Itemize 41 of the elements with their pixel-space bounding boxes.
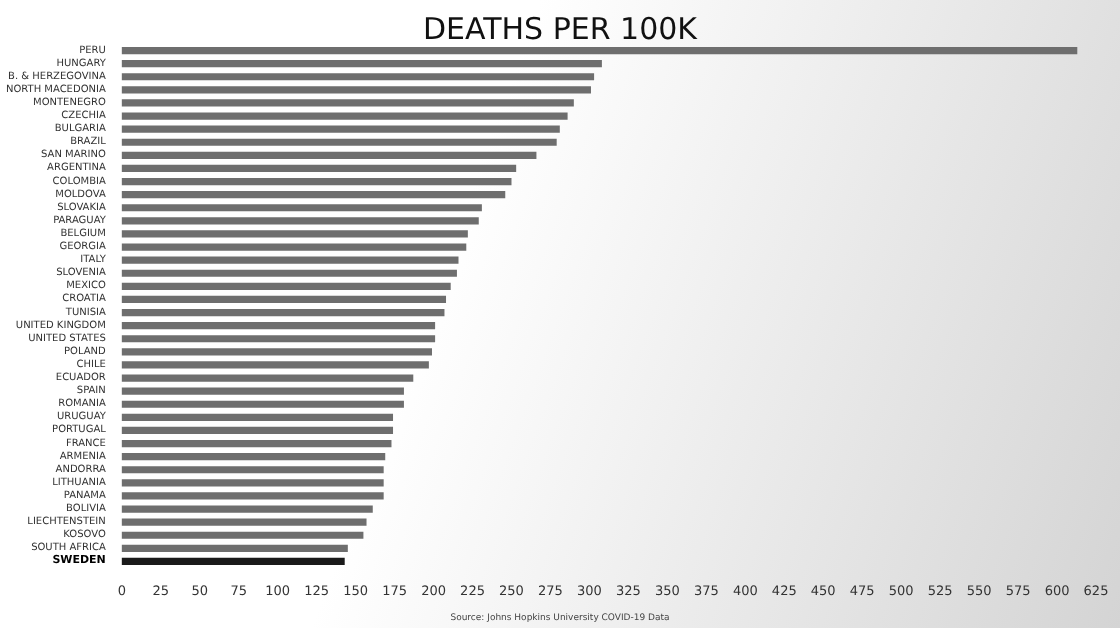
bar xyxy=(121,125,560,133)
bar xyxy=(121,531,364,539)
bar xyxy=(121,348,432,356)
bar xyxy=(121,308,445,317)
bar xyxy=(121,243,467,251)
bar xyxy=(121,439,392,448)
bar xyxy=(121,112,568,120)
bar xyxy=(121,86,591,94)
bar xyxy=(121,426,394,435)
bar xyxy=(121,453,386,461)
bar xyxy=(121,191,506,199)
bar xyxy=(121,544,348,552)
bar xyxy=(121,164,517,173)
bar xyxy=(121,151,537,159)
bar xyxy=(121,99,574,107)
bar xyxy=(121,269,457,277)
bar xyxy=(121,374,414,382)
bar xyxy=(121,256,459,264)
bar xyxy=(121,505,373,513)
bar xyxy=(121,217,479,225)
bar xyxy=(121,177,512,186)
bar xyxy=(121,204,482,212)
bar xyxy=(121,479,384,487)
bar xyxy=(121,322,436,330)
bar xyxy=(121,400,404,408)
bar xyxy=(121,518,367,526)
bar xyxy=(121,387,404,395)
bar xyxy=(121,557,345,566)
bar xyxy=(121,230,468,238)
bar xyxy=(121,60,602,68)
bar xyxy=(121,361,429,369)
bar xyxy=(121,73,595,81)
bar xyxy=(121,335,436,343)
bar xyxy=(121,282,451,290)
bar xyxy=(121,413,394,421)
bar xyxy=(121,46,1078,55)
bar xyxy=(121,295,447,304)
chart-title: DEATHS PER 100K xyxy=(422,11,700,47)
bar xyxy=(121,466,384,474)
bar xyxy=(121,492,384,500)
bar xyxy=(121,138,557,146)
